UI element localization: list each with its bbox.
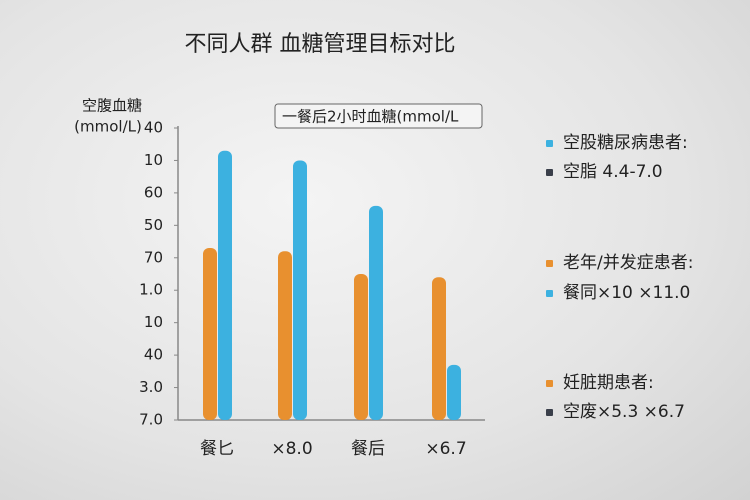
bar [354, 274, 368, 420]
y-tick-label: 60 [144, 183, 163, 201]
legend-swatch [546, 169, 553, 176]
y-tick-label: 40 [144, 346, 163, 364]
bar [278, 251, 292, 420]
chart-title: 不同人群 血糖管理目标对比 [185, 32, 456, 57]
legend-text: 空废×5.3 ×6.7 [563, 402, 685, 422]
legend-text: 老年/并发症患者: [563, 253, 693, 273]
annotation: 一餐后2小时血糖(mmol/L [282, 108, 459, 126]
bar [218, 150, 232, 420]
x-tick-label: 餐匕 [200, 439, 234, 459]
legend-swatch [546, 290, 553, 297]
legend-swatch [546, 409, 553, 416]
y-tick-label: 40 [144, 119, 163, 137]
annotation-box [274, 103, 483, 129]
bar [447, 364, 461, 420]
legend-text: 空股糖尿病患者: [563, 133, 688, 153]
legend-swatch [546, 140, 553, 147]
bar [203, 248, 217, 420]
legend-swatch [546, 380, 553, 387]
y-tick-label: 3.0 [139, 378, 163, 396]
legend-text: 餐同×10 ×11.0 [563, 283, 690, 303]
legend-swatch [546, 260, 553, 267]
legend-text: 妊脏期患者: [563, 373, 654, 393]
y-tick-label: 10 [144, 151, 163, 169]
x-tick-label: ×8.0 [271, 439, 312, 459]
bar [293, 160, 307, 420]
y-axis-label: (mmol/L) [74, 118, 142, 136]
y-tick-label: 50 [144, 216, 163, 234]
y-tick-label: 10 [144, 313, 163, 331]
bar [369, 205, 383, 420]
y-axis-label: 空腹血糖 [82, 97, 142, 115]
x-tick-label: 餐后 [351, 439, 385, 459]
y-tick-label: 7.0 [139, 411, 163, 429]
bar [432, 277, 446, 420]
y-tick-label: 70 [144, 248, 163, 266]
y-tick-label: 1.0 [139, 281, 163, 299]
x-tick-label: ×6.7 [425, 439, 466, 459]
legend-text: 空脂 4.4-7.0 [563, 162, 663, 182]
